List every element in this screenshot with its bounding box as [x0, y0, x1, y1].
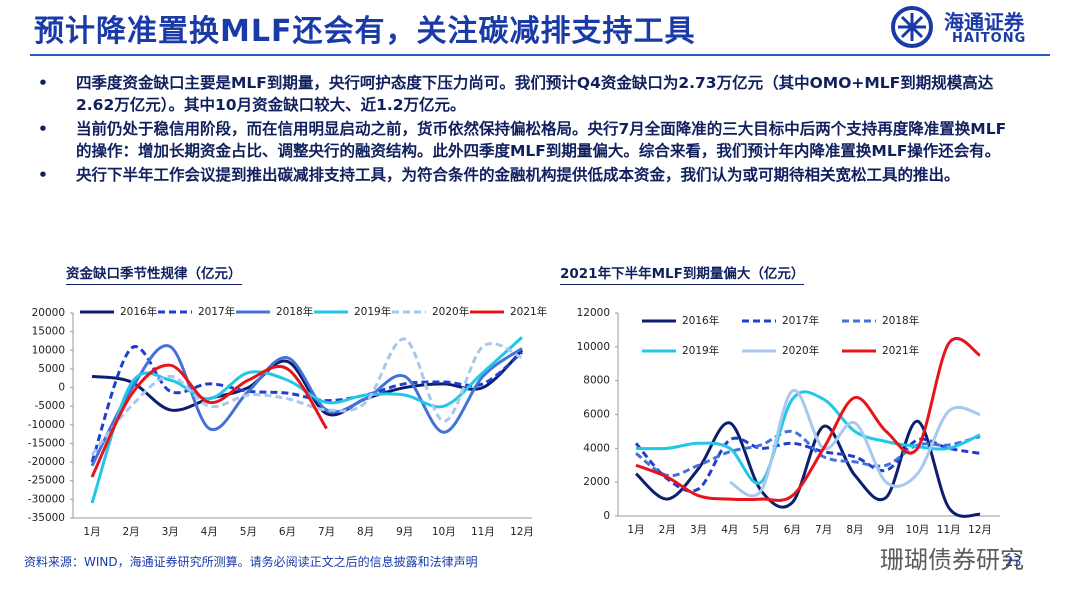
y-tick-label: -30000	[28, 493, 65, 505]
y-tick-label: 6000	[583, 409, 610, 421]
x-tick-label: 1月	[627, 524, 644, 536]
logo: 海通证券 HAITONG	[888, 4, 1048, 50]
slide-title: 预计降准置换MLF还会有，关注碳减排支持工具	[34, 14, 696, 49]
y-tick-label: 10000	[577, 341, 610, 353]
bullet: 央行下半年工作会议提到推出碳减排支持工具，为符合条件的金融机构提供低成本资金，我…	[38, 164, 1010, 186]
x-tick-label: 3月	[690, 524, 707, 536]
x-tick-label: 10月	[432, 526, 456, 538]
y-tick-label: 20000	[32, 307, 65, 319]
bullet-list: 四季度资金缺口主要是MLF到期量，央行呵护态度下压力尚可。我们预计Q4资金缺口为…	[38, 72, 1010, 188]
y-tick-label: -35000	[28, 512, 65, 524]
chart-title: 2021年下半年MLF到期量偏大（亿元）	[560, 262, 805, 285]
line-series	[90, 345, 523, 463]
y-tick-label: 4000	[583, 442, 610, 454]
line-series	[90, 337, 523, 456]
legend-label: 2019年	[682, 344, 719, 357]
x-tick-label: 8月	[846, 524, 863, 536]
legend-label: 2017年	[782, 314, 819, 327]
y-tick-label: -5000	[34, 400, 65, 412]
y-tick-label: 15000	[32, 326, 65, 338]
line-series	[90, 344, 523, 467]
page-number: 23	[1005, 555, 1022, 570]
legend-label: 2018年	[882, 314, 919, 327]
y-tick-label: 12000	[577, 307, 610, 319]
x-tick-label: 10月	[906, 524, 930, 536]
line-series	[729, 389, 981, 498]
legend-label: 2016年	[120, 305, 157, 318]
y-tick-label: -25000	[28, 475, 65, 487]
y-tick-label: 10000	[32, 344, 65, 356]
x-tick-label: 9月	[878, 524, 895, 536]
y-tick-label: -20000	[28, 456, 65, 468]
x-tick-label: 8月	[357, 526, 374, 538]
legend-label: 2016年	[682, 314, 719, 327]
x-tick-label: 2月	[659, 524, 676, 536]
x-tick-label: 6月	[279, 526, 296, 538]
line-series	[635, 429, 981, 478]
chart-title: 资金缺口季节性规律（亿元）	[66, 262, 242, 285]
line-series	[91, 349, 524, 417]
legend-label: 2017年	[198, 305, 235, 318]
x-tick-label: 7月	[318, 526, 335, 538]
legend-label: 2021年	[510, 305, 547, 318]
y-tick-label: 0	[58, 382, 65, 394]
legend-label: 2020年	[432, 305, 469, 318]
x-tick-label: 1月	[83, 526, 100, 538]
logo-cn: 海通证券	[944, 10, 1024, 34]
x-tick-label: 4月	[201, 526, 218, 538]
logo-en: HAITONG	[952, 31, 1027, 46]
y-tick-label: 2000	[583, 476, 610, 488]
x-tick-label: 4月	[721, 524, 738, 536]
bullet: 当前仍处于稳信用阶段，而在信用明显启动之前，货币依然保持偏松格局。央行7月全面降…	[38, 118, 1010, 162]
header-rule	[30, 54, 1050, 56]
line-series	[90, 363, 328, 478]
x-tick-label: 6月	[784, 524, 801, 536]
y-tick-label: 5000	[38, 363, 65, 375]
logo-icon	[891, 6, 933, 48]
x-tick-label: 11月	[937, 524, 961, 536]
x-tick-label: 11月	[471, 526, 495, 538]
x-tick-label: 12月	[510, 526, 534, 538]
line-series	[635, 337, 981, 502]
watermark: 珊瑚债券研究	[880, 546, 1024, 574]
y-tick-label: 0	[603, 510, 610, 522]
x-tick-label: 3月	[162, 526, 179, 538]
x-tick-label: 2月	[122, 526, 139, 538]
bullet: 四季度资金缺口主要是MLF到期量，央行呵护态度下压力尚可。我们预计Q4资金缺口为…	[38, 72, 1010, 116]
x-tick-label: 12月	[968, 524, 992, 536]
x-tick-label: 5月	[752, 524, 769, 536]
y-tick-label: 8000	[583, 375, 610, 387]
legend-label: 2018年	[276, 305, 313, 318]
x-tick-label: 5月	[240, 526, 257, 538]
legend-label: 2021年	[882, 344, 919, 357]
y-tick-label: -10000	[28, 419, 65, 431]
legend-label: 2020年	[782, 344, 819, 357]
x-tick-label: 7月	[815, 524, 832, 536]
legend-label: 2019年	[354, 305, 391, 318]
y-tick-label: -15000	[28, 437, 65, 449]
source-note: 资料来源：WIND，海通证券研究所测算。请务必阅读正文之后的信息披露和法律声明	[24, 555, 478, 569]
x-tick-label: 9月	[396, 526, 413, 538]
